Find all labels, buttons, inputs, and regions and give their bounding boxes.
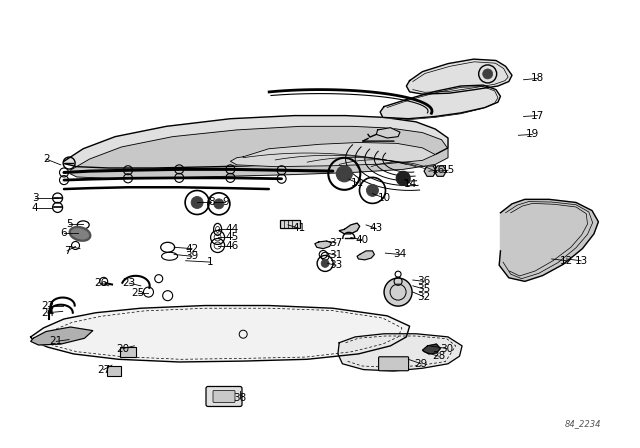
Text: 28: 28 [432, 351, 445, 361]
Circle shape [337, 166, 353, 182]
FancyBboxPatch shape [107, 366, 121, 376]
Text: 27: 27 [97, 365, 110, 375]
Text: 26: 26 [95, 278, 108, 288]
Text: 18: 18 [531, 73, 544, 83]
Circle shape [367, 185, 378, 196]
Text: 21: 21 [50, 336, 63, 346]
Text: 41: 41 [293, 224, 306, 233]
Circle shape [214, 199, 224, 209]
Text: 19: 19 [526, 129, 539, 139]
Polygon shape [230, 142, 435, 167]
Text: 46: 46 [225, 241, 238, 250]
Text: 37: 37 [330, 238, 342, 248]
Polygon shape [31, 306, 410, 362]
Polygon shape [406, 59, 512, 94]
Polygon shape [435, 166, 446, 177]
Text: 24: 24 [42, 308, 54, 318]
Polygon shape [380, 85, 500, 119]
Polygon shape [315, 241, 332, 249]
Polygon shape [31, 327, 93, 345]
Text: 44: 44 [225, 224, 238, 234]
Text: 45: 45 [225, 233, 238, 242]
Polygon shape [357, 251, 374, 260]
Text: 33: 33 [330, 260, 342, 270]
Text: 6: 6 [61, 228, 67, 238]
Ellipse shape [69, 227, 91, 241]
Text: 9: 9 [222, 198, 228, 207]
Text: 17: 17 [531, 111, 544, 121]
Circle shape [384, 278, 412, 306]
FancyBboxPatch shape [280, 220, 300, 228]
Text: 22: 22 [42, 301, 54, 310]
FancyBboxPatch shape [120, 347, 136, 357]
Text: 30: 30 [440, 344, 453, 353]
Text: 36: 36 [417, 276, 430, 286]
Text: 12: 12 [560, 256, 573, 266]
Circle shape [191, 197, 203, 208]
Text: 29: 29 [415, 359, 428, 369]
Text: 43: 43 [370, 224, 383, 233]
Text: 20: 20 [116, 344, 129, 353]
Polygon shape [376, 128, 400, 138]
FancyBboxPatch shape [379, 357, 408, 371]
Text: 5: 5 [66, 219, 72, 229]
Polygon shape [422, 344, 440, 354]
Text: 1: 1 [207, 257, 213, 267]
Polygon shape [64, 116, 448, 168]
Text: 4: 4 [32, 203, 38, 213]
Text: 40: 40 [355, 235, 368, 245]
Text: 31: 31 [330, 250, 342, 260]
Polygon shape [499, 199, 598, 281]
Text: 2: 2 [43, 154, 49, 164]
Circle shape [396, 171, 410, 185]
Text: 16: 16 [432, 165, 445, 175]
Polygon shape [70, 126, 448, 178]
Text: 7: 7 [64, 246, 70, 256]
Text: 42: 42 [186, 244, 198, 254]
Text: 84_2234: 84_2234 [565, 419, 602, 428]
Polygon shape [338, 334, 462, 371]
Text: 35: 35 [417, 284, 430, 294]
Ellipse shape [71, 228, 89, 239]
Text: 14: 14 [404, 179, 417, 189]
Text: 23: 23 [123, 278, 136, 288]
Text: 38: 38 [234, 393, 246, 403]
Text: 39: 39 [186, 251, 198, 261]
FancyBboxPatch shape [206, 387, 242, 406]
Text: 34: 34 [394, 250, 406, 259]
Text: 11: 11 [351, 178, 364, 188]
Text: 3: 3 [32, 193, 38, 203]
Circle shape [483, 69, 493, 79]
Text: 10: 10 [378, 193, 390, 203]
Circle shape [321, 259, 329, 267]
Text: 13: 13 [575, 256, 588, 266]
Text: 15: 15 [442, 165, 454, 175]
Text: 8: 8 [208, 198, 214, 207]
Polygon shape [424, 166, 436, 177]
Text: 25: 25 [131, 289, 144, 298]
Polygon shape [339, 223, 360, 234]
Text: 32: 32 [417, 292, 430, 302]
FancyBboxPatch shape [213, 391, 235, 402]
